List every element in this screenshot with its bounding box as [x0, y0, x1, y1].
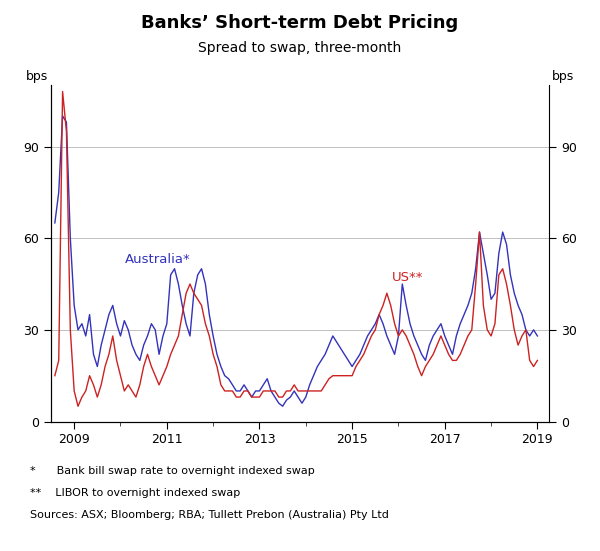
Text: Australia*: Australia* [125, 252, 191, 266]
Text: Banks’ Short-term Debt Pricing: Banks’ Short-term Debt Pricing [142, 14, 458, 32]
Text: US**: US** [391, 271, 423, 284]
Text: **    LIBOR to overnight indexed swap: ** LIBOR to overnight indexed swap [30, 488, 240, 498]
Text: bps: bps [26, 69, 48, 83]
Text: Sources: ASX; Bloomberg; RBA; Tullett Prebon (Australia) Pty Ltd: Sources: ASX; Bloomberg; RBA; Tullett Pr… [30, 510, 389, 520]
Text: bps: bps [552, 69, 574, 83]
Text: Spread to swap, three-month: Spread to swap, three-month [199, 41, 401, 55]
Text: *      Bank bill swap rate to overnight indexed swap: * Bank bill swap rate to overnight index… [30, 466, 315, 476]
